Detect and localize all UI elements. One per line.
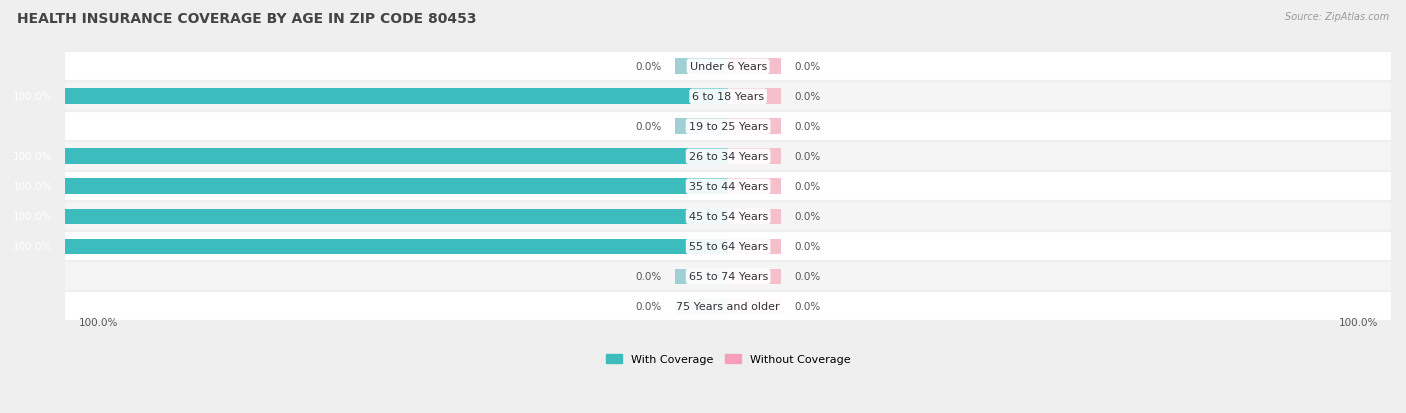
Text: 26 to 34 Years: 26 to 34 Years bbox=[689, 152, 768, 162]
Bar bbox=[728, 149, 782, 165]
Bar bbox=[65, 52, 1391, 82]
Bar bbox=[65, 112, 1391, 142]
Text: 100.0%: 100.0% bbox=[13, 152, 52, 162]
Bar bbox=[65, 149, 728, 165]
Bar bbox=[728, 269, 782, 285]
Text: 100.0%: 100.0% bbox=[13, 182, 52, 192]
Text: Source: ZipAtlas.com: Source: ZipAtlas.com bbox=[1285, 12, 1389, 22]
Text: 0.0%: 0.0% bbox=[794, 92, 821, 102]
Bar bbox=[65, 142, 1391, 172]
Text: 0.0%: 0.0% bbox=[794, 272, 821, 282]
Bar bbox=[65, 179, 728, 195]
Text: 6 to 18 Years: 6 to 18 Years bbox=[692, 92, 765, 102]
Text: 0.0%: 0.0% bbox=[794, 62, 821, 72]
Text: 0.0%: 0.0% bbox=[794, 182, 821, 192]
Bar bbox=[728, 89, 782, 105]
Text: 0.0%: 0.0% bbox=[636, 301, 662, 311]
Text: 0.0%: 0.0% bbox=[794, 122, 821, 132]
Bar bbox=[675, 269, 728, 285]
Text: 0.0%: 0.0% bbox=[794, 301, 821, 311]
Bar bbox=[675, 59, 728, 75]
Text: 75 Years and older: 75 Years and older bbox=[676, 301, 780, 311]
Text: 0.0%: 0.0% bbox=[794, 152, 821, 162]
Bar bbox=[65, 202, 1391, 232]
Text: HEALTH INSURANCE COVERAGE BY AGE IN ZIP CODE 80453: HEALTH INSURANCE COVERAGE BY AGE IN ZIP … bbox=[17, 12, 477, 26]
Text: 55 to 64 Years: 55 to 64 Years bbox=[689, 242, 768, 252]
Text: 45 to 54 Years: 45 to 54 Years bbox=[689, 212, 768, 222]
Bar bbox=[65, 89, 728, 105]
Bar bbox=[728, 119, 782, 135]
Text: 0.0%: 0.0% bbox=[794, 212, 821, 222]
Text: 100.0%: 100.0% bbox=[13, 212, 52, 222]
Bar bbox=[65, 232, 1391, 262]
Text: 19 to 25 Years: 19 to 25 Years bbox=[689, 122, 768, 132]
Bar bbox=[728, 59, 782, 75]
Bar bbox=[728, 299, 782, 314]
Bar bbox=[65, 239, 728, 254]
Bar bbox=[65, 82, 1391, 112]
Text: 100.0%: 100.0% bbox=[1339, 318, 1378, 328]
Bar bbox=[675, 119, 728, 135]
Bar bbox=[65, 172, 1391, 202]
Text: Under 6 Years: Under 6 Years bbox=[689, 62, 766, 72]
Bar bbox=[65, 209, 728, 225]
Text: 100.0%: 100.0% bbox=[79, 318, 118, 328]
Bar bbox=[65, 292, 1391, 322]
Text: 100.0%: 100.0% bbox=[13, 242, 52, 252]
Text: 0.0%: 0.0% bbox=[636, 272, 662, 282]
Bar bbox=[728, 179, 782, 195]
Text: 0.0%: 0.0% bbox=[636, 122, 662, 132]
Text: 0.0%: 0.0% bbox=[794, 242, 821, 252]
Text: 100.0%: 100.0% bbox=[13, 92, 52, 102]
Bar bbox=[728, 209, 782, 225]
Bar bbox=[675, 299, 728, 314]
Text: 35 to 44 Years: 35 to 44 Years bbox=[689, 182, 768, 192]
Legend: With Coverage, Without Coverage: With Coverage, Without Coverage bbox=[606, 354, 851, 365]
Bar bbox=[65, 262, 1391, 292]
Text: 0.0%: 0.0% bbox=[636, 62, 662, 72]
Text: 65 to 74 Years: 65 to 74 Years bbox=[689, 272, 768, 282]
Bar bbox=[728, 239, 782, 254]
